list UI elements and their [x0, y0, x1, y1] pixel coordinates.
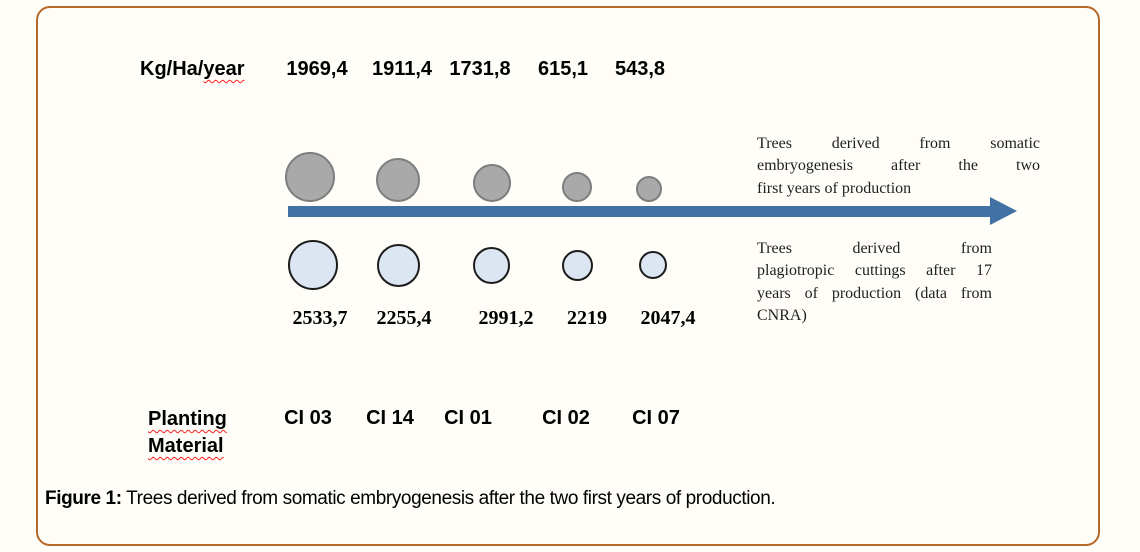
- cuttings-annotation-line: Trees derived from: [757, 240, 992, 257]
- material-word-line: Material: [148, 433, 227, 460]
- somatic-bubble: [562, 172, 592, 202]
- somatic-annotation: Trees derived from somatic embryogenesis …: [757, 133, 1040, 200]
- somatic-yield-value: 1911,4: [371, 58, 433, 80]
- cuttings-yield-value: 2533,7: [292, 307, 348, 329]
- somatic-yield-value: 1969,4: [286, 58, 348, 80]
- yield-unit-suffix-squiggled: year: [203, 58, 245, 80]
- cuttings-yield-value: 2047,4: [640, 307, 696, 329]
- planting-word-line: Planting: [148, 406, 227, 433]
- somatic-bubble: [376, 158, 420, 202]
- category-label: CI 07: [632, 407, 680, 429]
- somatic-annotation-line: Trees derived from somatic: [757, 135, 1040, 152]
- cuttings-yield-value: 2219: [567, 307, 607, 329]
- category-label: CI 14: [366, 407, 414, 429]
- cuttings-bubble: [288, 240, 338, 290]
- somatic-yield-value: 1731,8: [449, 58, 511, 80]
- planting-material-label: Planting Material: [148, 406, 227, 460]
- cuttings-bubble: [376, 243, 420, 287]
- cuttings-yield-value: 2255,4: [376, 307, 432, 329]
- somatic-bubble: [285, 152, 335, 202]
- cuttings-bubble: [639, 251, 667, 279]
- cuttings-annotation-line: CNRA): [757, 307, 807, 325]
- category-label: CI 01: [444, 407, 492, 429]
- somatic-yield-value: 543,8: [614, 58, 666, 80]
- yield-unit-label: Kg/Ha/year: [140, 58, 245, 81]
- cuttings-yield-value: 2991,2: [478, 307, 534, 329]
- cuttings-bubble: [472, 246, 510, 284]
- timeline-arrow-shaft: [288, 206, 990, 217]
- figure-caption: Figure 1: Trees derived from somatic emb…: [45, 488, 776, 510]
- yield-unit-prefix: Kg/Ha/: [140, 58, 204, 80]
- figure-caption-label: Figure 1:: [45, 488, 122, 509]
- cuttings-annotation-line: years of production (data from: [757, 284, 992, 302]
- figure-frame: [36, 6, 1100, 546]
- cuttings-bubble: [561, 249, 593, 281]
- somatic-bubble: [473, 164, 511, 202]
- somatic-bubble: [636, 176, 662, 202]
- material-word-squiggled: Material: [148, 435, 224, 457]
- figure-caption-text: Trees derived from somatic embryogenesis…: [121, 488, 776, 509]
- planting-word-squiggled: Planting: [148, 408, 227, 430]
- somatic-yield-value: 615,1: [537, 58, 589, 80]
- cuttings-annotation-line: plagiotropic cuttings after 17: [757, 262, 992, 280]
- category-label: CI 02: [542, 407, 590, 429]
- cuttings-annotation: Trees derived from plagiotropic cuttings …: [757, 238, 992, 328]
- category-label: CI 03: [284, 407, 332, 429]
- somatic-annotation-line: embryogenesis after the two: [757, 157, 1040, 175]
- timeline-arrow-head-icon: [990, 197, 1017, 225]
- somatic-annotation-line: first years of production: [757, 179, 912, 197]
